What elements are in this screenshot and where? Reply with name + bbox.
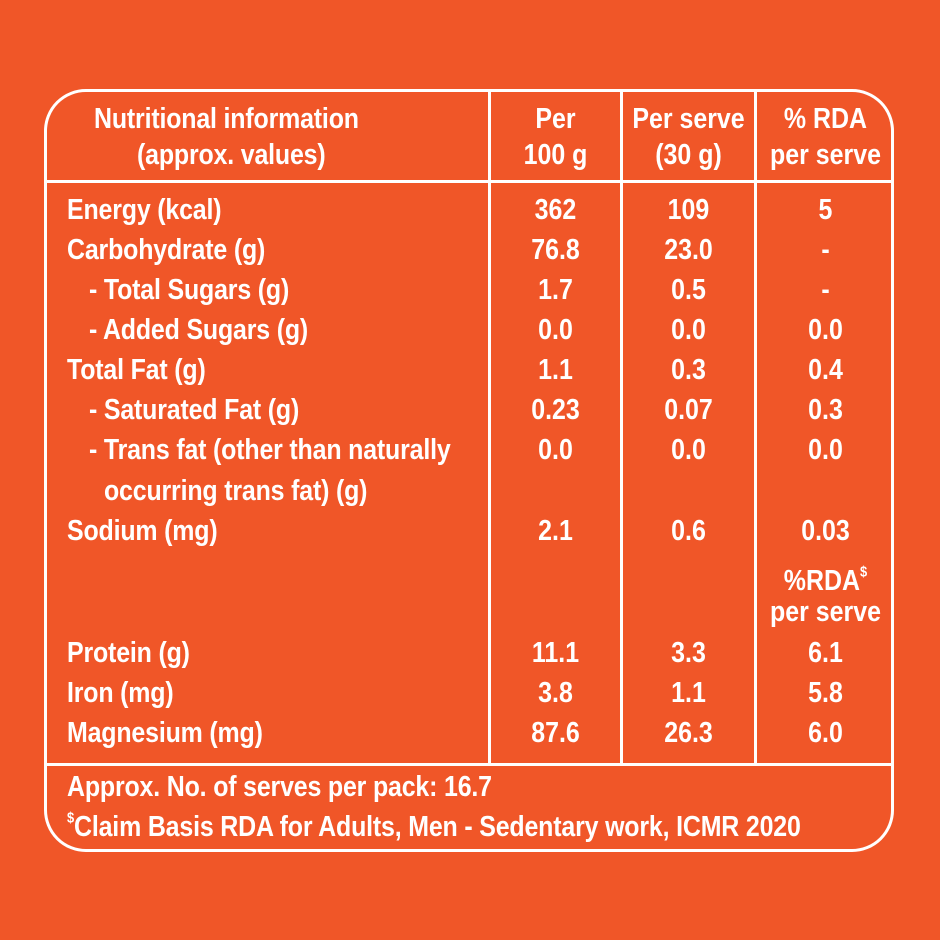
row-label: Magnesium (mg): [67, 717, 263, 749]
cell-serve: 109: [667, 194, 710, 226]
cell-serve: 0.07: [664, 394, 713, 426]
footer-divider: [47, 763, 891, 766]
column-divider: [754, 92, 757, 766]
cell-per100: 0.0: [538, 434, 573, 466]
row-label: Energy (kcal): [67, 194, 222, 226]
cell-serve: 0.5: [671, 274, 706, 306]
dollar-mark: $: [67, 809, 75, 827]
cell-per100: 76.8: [531, 234, 580, 266]
cell-serve: 0.0: [671, 314, 706, 346]
cell-rda: -: [821, 234, 830, 266]
dollar-mark: $: [860, 563, 868, 581]
cell-serve: 23.0: [664, 234, 713, 266]
header-per100-line1: Per: [535, 103, 576, 135]
header-serve-line1: Per serve: [632, 103, 745, 135]
header-serve-line2: (30 g): [655, 139, 722, 171]
row-label: Total Fat (g): [67, 354, 206, 386]
cell-rda: 0.0: [808, 314, 843, 346]
header-per100-line2: 100 g: [523, 139, 588, 171]
header-rda-line2: per serve: [770, 139, 881, 171]
cell-rda: 6.1: [808, 637, 843, 669]
cell-serve: 0.3: [671, 354, 706, 386]
subheader-rda-title: %RDA: [783, 565, 861, 597]
cell-rda: 5: [818, 194, 833, 226]
row-label: Carbohydrate (g): [67, 234, 266, 266]
cell-rda: 0.3: [808, 394, 843, 426]
subheader-rda: %RDA$: [767, 563, 885, 597]
cell-per100: 87.6: [531, 717, 580, 749]
cell-per100: 2.1: [538, 515, 573, 547]
cell-rda: 0.0: [808, 434, 843, 466]
row-label: Protein (g): [67, 637, 190, 669]
cell-rda: 5.8: [808, 677, 843, 709]
row-label: - Saturated Fat (g): [89, 394, 300, 426]
cell-rda: 0.03: [801, 515, 850, 547]
header-label-line2: (approx. values): [137, 139, 326, 171]
column-divider: [620, 92, 623, 766]
claim-text: Claim Basis RDA for Adults, Men - Sedent…: [74, 811, 801, 843]
cell-per100: 3.8: [538, 677, 573, 709]
serves-per-pack: Approx. No. of serves per pack: 16.7: [67, 771, 492, 803]
cell-per100: 11.1: [531, 637, 580, 669]
cell-serve: 0.6: [671, 515, 706, 547]
subheader-rda-sub: per serve: [770, 596, 881, 628]
cell-per100: 0.0: [538, 314, 573, 346]
cell-serve: 26.3: [664, 717, 713, 749]
header-rda-line1: % RDA: [783, 103, 868, 135]
cell-rda: -: [821, 274, 830, 306]
cell-per100: 0.23: [531, 394, 580, 426]
cell-rda: 0.4: [808, 354, 843, 386]
cell-serve: 0.0: [671, 434, 706, 466]
nutrition-table: Nutritional information (approx. values)…: [44, 89, 894, 852]
cell-per100: 1.7: [538, 274, 573, 306]
row-label: - Trans fat (other than naturally: [89, 434, 451, 466]
claim-basis: $Claim Basis RDA for Adults, Men - Seden…: [67, 809, 801, 843]
header-divider: [47, 180, 891, 183]
row-label-continued: occurring trans fat) (g): [104, 475, 368, 507]
row-label: - Total Sugars (g): [89, 274, 290, 306]
cell-per100: 362: [534, 194, 577, 226]
row-label: - Added Sugars (g): [89, 314, 309, 346]
cell-serve: 3.3: [671, 637, 706, 669]
header-label-line1: Nutritional information: [94, 103, 359, 135]
column-divider: [488, 92, 491, 766]
row-label: Sodium (mg): [67, 515, 218, 547]
cell-per100: 1.1: [538, 354, 573, 386]
cell-serve: 1.1: [671, 677, 706, 709]
row-label: Iron (mg): [67, 677, 174, 709]
cell-rda: 6.0: [808, 717, 843, 749]
